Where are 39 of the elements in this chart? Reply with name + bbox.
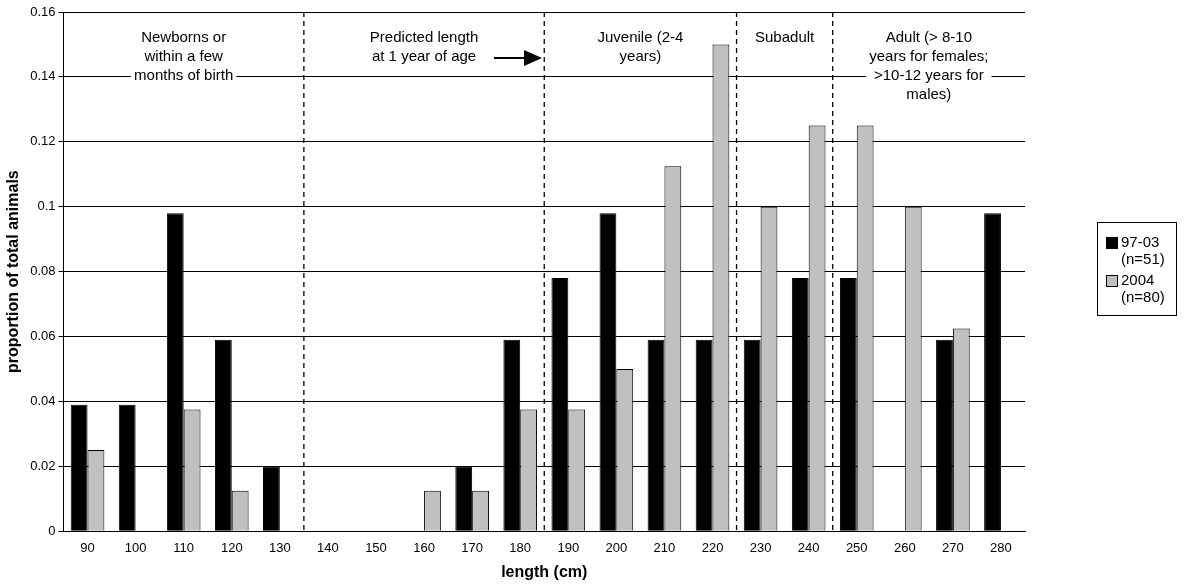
x-tick-label: 270 — [942, 539, 964, 555]
bar — [263, 466, 280, 531]
x-axis-title: length (cm) — [501, 562, 588, 580]
y-tick-label: 0.14 — [30, 68, 56, 84]
x-tick-label: 150 — [365, 539, 387, 555]
x-tick-label: 130 — [268, 539, 291, 555]
x-tick-label: 240 — [797, 539, 820, 555]
annotation: Predicted length at 1 year of age — [369, 27, 479, 64]
annotation: Newborns or within a few months of birth — [134, 27, 234, 83]
y-tick-label: 0.08 — [30, 263, 56, 279]
y-tick-label: 0.06 — [30, 328, 56, 344]
y-tick-label: 0.12 — [30, 133, 56, 149]
x-tick-label: 250 — [845, 539, 868, 555]
annotation: Adult (> 8-10 years for females; >10-12 years for males) — [869, 27, 989, 102]
annotation: Subadult — [755, 27, 816, 45]
x-tick-label: 100 — [124, 539, 147, 555]
x-tick-label: 190 — [557, 539, 580, 555]
x-tick-label: 200 — [605, 539, 628, 555]
x-tick-label: 90 — [80, 539, 95, 555]
legend-label: 2004 (n=80) — [1121, 270, 1166, 305]
x-tick-label: 110 — [173, 539, 195, 555]
x-tick-label: 120 — [220, 539, 243, 555]
x-tick-label: 230 — [749, 539, 772, 555]
x-tick-label: 170 — [461, 539, 483, 555]
x-tick-label: 140 — [317, 539, 339, 555]
y-tick-label: 0.1 — [37, 198, 56, 214]
y-tick-label: 0.16 — [30, 3, 56, 19]
y-tick-label: 0 — [48, 522, 56, 538]
x-tick-label: 180 — [509, 539, 532, 555]
x-tick-label: 260 — [893, 539, 916, 555]
x-tick-label: 210 — [653, 539, 676, 555]
x-tick-label: 160 — [413, 539, 435, 555]
x-tick-label: 220 — [701, 539, 724, 555]
y-axis-title: proportion of total animals — [4, 170, 22, 373]
legend-label: 97-03 (n=51) — [1121, 232, 1166, 267]
annotation: Juvenile (2-4 years) — [597, 27, 684, 64]
y-tick-label: 0.04 — [30, 392, 56, 408]
y-tick-label: 0.02 — [30, 457, 56, 473]
x-tick-label: 280 — [990, 539, 1012, 555]
